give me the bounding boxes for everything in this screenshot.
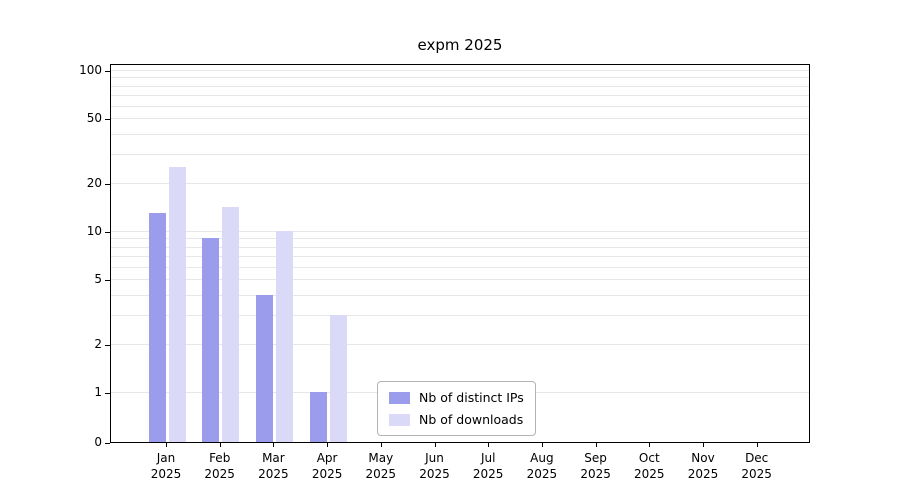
x-tick-mark-oct [649,443,651,447]
bar-nb-of-distinct-ips-feb [202,238,220,442]
x-tick-label-jan: Jan 2025 [134,451,198,482]
y-tick-label-10: 10 [86,224,102,238]
gridline-40 [111,134,809,136]
x-tick-label-jun: Jun 2025 [403,451,467,482]
legend-swatch-downloads [389,413,410,426]
x-tick-year: 2025 [419,466,450,481]
gridline-8 [111,246,809,248]
x-tick-year: 2025 [472,466,504,481]
y-tick-label-20: 20 [86,175,102,190]
x-tick-label-mar: Mar 2025 [241,451,305,482]
gridline-60 [111,105,809,107]
x-tick-month: Feb [209,451,231,465]
gridline-7 [111,255,809,257]
x-tick-month: Mar [262,451,285,465]
x-tick-month: May [368,451,394,465]
x-tick-year: 2025 [741,466,772,481]
gridline-100 [111,70,809,71]
legend: Nb of distinct IPs Nb of downloads [377,381,536,436]
gridline-10 [111,231,809,232]
gridline-9 [111,238,809,240]
y-tick-mark-10 [105,232,110,233]
x-tick-year: 2025 [150,466,182,481]
legend-label-downloads: Nb of downloads [419,412,524,427]
legend-swatch-distinct-ips [389,391,410,404]
gridline-4 [111,295,809,297]
y-tick-label-100: 100 [79,63,102,77]
x-tick-mark-jul [488,443,490,447]
bar-nb-of-downloads-jan [168,166,186,442]
y-tick-mark-20 [105,183,110,185]
x-tick-label-may: May 2025 [349,451,413,482]
x-tick-mark-dec [756,443,758,447]
x-tick-mark-may [380,443,382,447]
x-tick-label-sep: Sep 2025 [564,451,628,482]
x-tick-year: 2025 [365,466,397,481]
bar-nb-of-downloads-apr [329,315,347,442]
x-tick-month: Aug [530,451,554,465]
gridline-3 [111,315,809,317]
plot-area: Nb of distinct IPs Nb of downloads [110,64,810,443]
bar-nb-of-distinct-ips-jan [148,212,166,442]
bar-nb-of-downloads-feb [222,207,240,442]
x-tick-label-feb: Feb 2025 [188,451,252,482]
y-tick-mark-1 [105,393,110,394]
x-tick-label-oct: Oct 2025 [617,451,681,482]
bar-nb-of-downloads-mar [275,231,293,442]
legend-item-downloads: Nb of downloads [389,412,524,427]
y-tick-label-50: 50 [86,111,102,126]
gridline-5 [111,279,809,281]
x-tick-month: Jul [480,451,496,465]
y-tick-label-5: 5 [94,272,102,287]
y-tick-mark-2 [105,344,110,346]
x-tick-year: 2025 [311,466,343,481]
x-tick-mark-mar [273,443,275,447]
bar-nb-of-distinct-ips-apr [309,392,327,442]
x-tick-mark-aug [541,443,543,447]
x-tick-year: 2025 [526,466,558,481]
x-tick-mark-feb [219,443,221,447]
gridline-80 [111,85,809,87]
x-tick-mark-sep [595,443,597,447]
y-tick-mark-50 [105,119,110,121]
x-tick-mark-apr [327,443,329,447]
gridline-2 [111,343,809,345]
y-tick-mark-5 [105,280,110,282]
y-tick-mark-100 [105,71,110,72]
x-tick-mark-jun [434,443,436,447]
gridline-70 [111,94,809,96]
x-tick-label-apr: Apr 2025 [295,451,359,482]
x-tick-month: Dec [745,451,769,465]
x-tick-month: Apr [316,451,338,465]
x-tick-year: 2025 [634,466,665,481]
bar-nb-of-distinct-ips-mar [255,295,273,442]
x-tick-year: 2025 [687,466,719,481]
x-tick-label-aug: Aug 2025 [510,451,574,482]
x-tick-month: Nov [691,451,715,465]
y-tick-label-1: 1 [94,385,102,399]
gridline-6 [111,266,809,268]
legend-label-distinct-ips: Nb of distinct IPs [419,390,524,405]
x-tick-month: Jan [156,451,176,465]
x-tick-year: 2025 [204,466,235,481]
chart-title: expm 2025 [417,36,503,54]
x-tick-month: Oct [638,451,660,465]
y-tick-mark-0 [105,443,110,444]
gridline-50 [111,118,809,120]
gridline-20 [111,182,809,184]
y-tick-label-0: 0 [94,435,102,449]
gridline-90 [111,77,809,79]
y-tick-label-2: 2 [94,336,102,351]
x-tick-month: Jun [425,451,444,465]
x-tick-mark-jan [166,443,167,447]
x-tick-year: 2025 [580,466,611,481]
x-tick-label-dec: Dec 2025 [725,451,789,482]
legend-item-distinct-ips: Nb of distinct IPs [389,390,524,405]
x-tick-month: Sep [584,451,607,465]
x-tick-label-nov: Nov 2025 [671,451,735,482]
x-tick-year: 2025 [258,466,289,481]
x-tick-mark-nov [703,443,704,447]
x-tick-label-jul: Jul 2025 [456,451,520,482]
gridline-30 [111,154,809,156]
